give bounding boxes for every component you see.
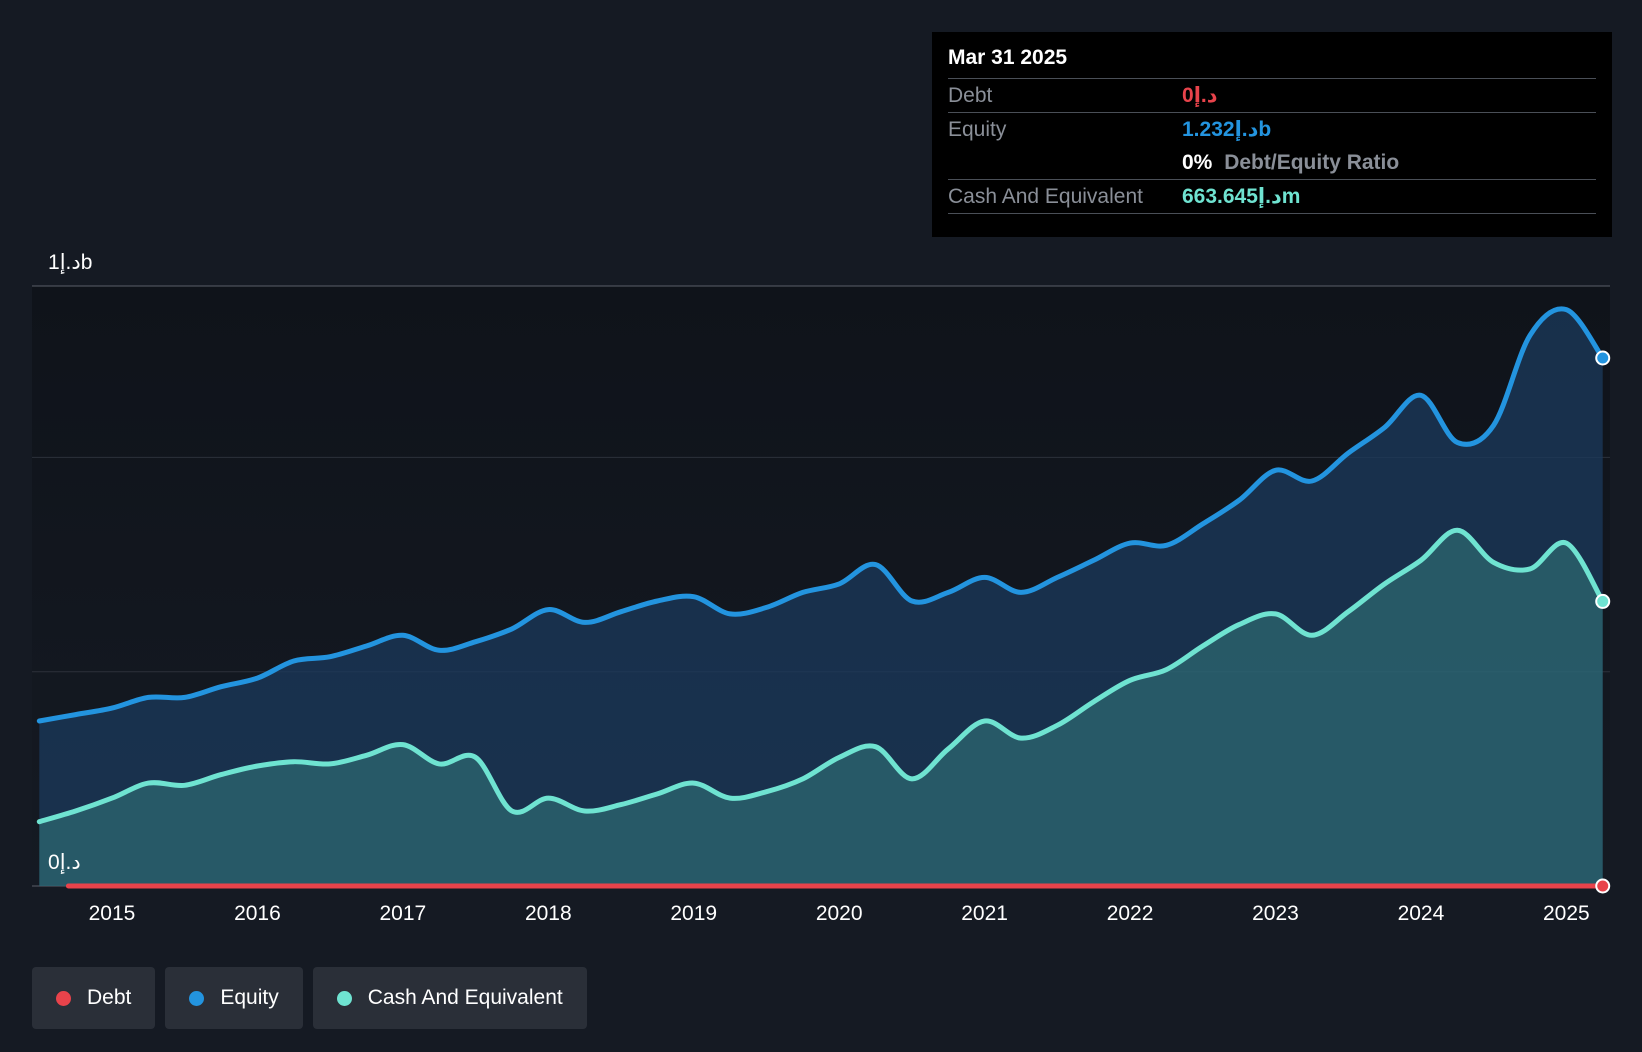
tooltip-cash-value: 663.645د.إm [1182, 185, 1301, 208]
legend-item-debt[interactable]: Debt [32, 967, 156, 1029]
legend-label-equity: Equity [220, 986, 279, 1009]
x-tick-label: 2019 [670, 902, 717, 925]
y-tick-label: 0د.إ [48, 851, 81, 875]
tooltip-cash-label: Cash And Equivalent [948, 184, 1143, 208]
tooltip-ratio-label: Debt/Equity Ratio [1224, 150, 1400, 174]
legend-dot-debt [56, 990, 71, 1006]
x-tick-label: 2018 [525, 902, 572, 925]
x-tick-label: 2017 [380, 902, 427, 925]
x-tick-label: 2015 [89, 902, 136, 925]
x-tick-label: 2016 [234, 902, 281, 925]
legend-dot-cash [336, 990, 352, 1006]
legend-item-equity[interactable]: Equity [165, 967, 303, 1029]
area-cash-and-equivalent [39, 530, 1603, 886]
chart-legend: Debt Equity Cash And Equivalent [32, 967, 587, 1029]
tooltip-row-cash: Cash And Equivalent 663.645د.إm [948, 179, 1596, 214]
tooltip-panel: Mar 31 2025 Debt 0د.إ Equity 1.232د.إb 0… [932, 32, 1612, 237]
legend-dot-equity [189, 990, 205, 1006]
y-tick-label: 1د.إb [48, 251, 92, 275]
line-cash-and-equivalent [36, 527, 1606, 825]
tooltip-debt-value: 0د.إ [1182, 84, 1218, 107]
tooltip-row-debt: Debt 0د.إ [948, 78, 1596, 112]
line-equity [36, 306, 1606, 724]
x-tick-label: 2021 [961, 902, 1008, 925]
x-tick-label: 2020 [816, 902, 863, 925]
x-tick-label: 2023 [1252, 902, 1299, 925]
legend-label-debt: Debt [87, 986, 132, 1009]
x-tick-label: 2024 [1398, 902, 1445, 925]
x-tick-label: 2025 [1543, 902, 1590, 925]
tooltip-debt-label: Debt [948, 83, 993, 107]
legend-label-cash: Cash And Equivalent [367, 986, 563, 1009]
endpoint-debt [1595, 878, 1611, 894]
tooltip-equity-value: 1.232د.إb [1182, 118, 1272, 141]
tooltip-ratio-value: 0% [1182, 150, 1213, 174]
area-equity [39, 308, 1603, 886]
tooltip-equity-label: Equity [948, 117, 1007, 141]
tooltip-date: Mar 31 2025 [948, 46, 1068, 69]
endpoint-equity [1595, 350, 1611, 366]
tooltip-row-equity: Equity 1.232د.إb [948, 112, 1596, 146]
legend-item-cash[interactable]: Cash And Equivalent [312, 967, 587, 1029]
tooltip-row-ratio: 0% Debt/Equity Ratio [948, 146, 1596, 179]
endpoint-cash-and-equivalent [1595, 593, 1611, 609]
x-tick-label: 2022 [1107, 902, 1154, 925]
